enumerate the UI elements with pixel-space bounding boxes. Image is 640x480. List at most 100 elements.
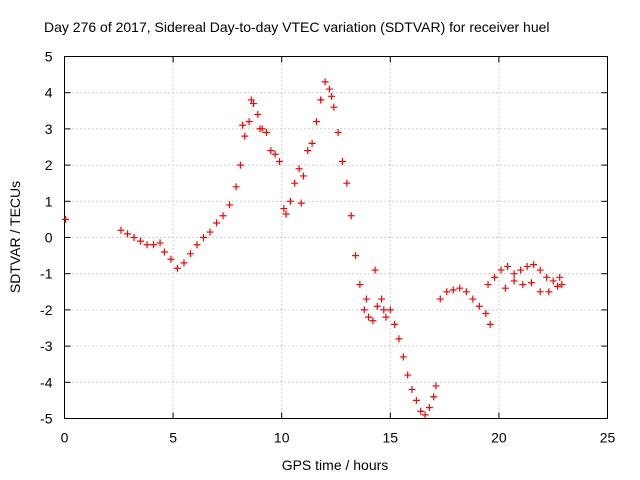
data-point (523, 262, 531, 270)
data-point (360, 306, 368, 314)
data-point (254, 110, 262, 118)
data-point (482, 310, 490, 318)
data-point (280, 205, 288, 213)
data-point (241, 132, 249, 140)
x-axis-label: GPS time / hours (282, 457, 389, 473)
data-point (226, 201, 234, 209)
y-tick-label: -4 (40, 374, 53, 390)
y-tick-label: -1 (40, 266, 53, 282)
data-point (304, 147, 312, 155)
data-point (462, 288, 470, 296)
data-point (475, 302, 483, 310)
data-point (143, 241, 151, 249)
data-point (262, 129, 270, 137)
data-point (408, 386, 416, 394)
data-point (219, 212, 227, 220)
data-point (497, 266, 505, 274)
x-tick-label: 5 (169, 430, 177, 446)
y-tick-label: -3 (40, 338, 53, 354)
data-point (156, 239, 164, 247)
data-point (352, 252, 360, 260)
data-point (417, 407, 425, 415)
data-point (484, 281, 492, 289)
data-point (117, 226, 125, 234)
data-point (517, 266, 525, 274)
data-point (510, 277, 518, 285)
data-point (286, 197, 294, 205)
data-point (299, 172, 307, 180)
data-point (239, 121, 247, 129)
data-point (486, 320, 494, 328)
data-point (130, 234, 138, 241)
plot-frame (64, 56, 608, 419)
data-point (308, 139, 316, 147)
y-tick-label: 1 (45, 193, 53, 209)
data-point (469, 295, 477, 303)
data-point (247, 96, 255, 104)
y-tick-label: 0 (45, 230, 53, 246)
data-point (312, 118, 320, 126)
data-point (443, 288, 451, 296)
data-point (432, 382, 440, 390)
data-point (193, 241, 201, 249)
data-point (382, 313, 390, 321)
x-tick-label: 0 (61, 430, 69, 446)
data-point (291, 179, 299, 187)
data-point (436, 295, 444, 303)
data-point (380, 306, 388, 314)
data-point (271, 150, 279, 158)
data-point (491, 273, 499, 281)
y-axis-label: SDTVAR / TECUs (7, 181, 23, 293)
data-point (186, 250, 194, 258)
data-point (267, 147, 275, 155)
data-point (200, 234, 208, 241)
data-point (276, 157, 284, 165)
data-point (425, 404, 433, 412)
data-point (378, 295, 386, 303)
data-point (245, 118, 253, 126)
y-tick-label: -5 (40, 411, 53, 427)
data-point (399, 353, 407, 361)
data-point (404, 371, 412, 379)
x-tick-label: 25 (600, 430, 616, 446)
data-point (549, 277, 557, 285)
data-point (334, 129, 342, 137)
data-point (558, 281, 566, 289)
data-point (395, 335, 403, 343)
data-point (282, 210, 290, 218)
data-point (371, 266, 379, 274)
data-point (386, 306, 394, 314)
y-tick-label: -2 (40, 302, 53, 318)
y-tick-label: 4 (45, 85, 53, 101)
y-tick-label: 5 (45, 49, 53, 65)
data-point (391, 320, 399, 328)
data-point (430, 393, 438, 401)
x-tick-label: 10 (274, 430, 290, 446)
data-point (330, 103, 338, 111)
data-point (510, 270, 518, 278)
data-point (206, 228, 214, 236)
axes: 0 5 10 15 20 25 -5 -4 -3 -2 -1 0 1 2 3 4 5 (40, 49, 615, 446)
data-point (530, 261, 538, 269)
data-point (167, 255, 175, 263)
data-point (173, 264, 181, 272)
data-point (339, 157, 347, 165)
data-point (543, 273, 551, 281)
data-point (150, 241, 158, 249)
data-point (536, 288, 544, 296)
data-point (365, 313, 373, 321)
data-point (501, 284, 509, 292)
x-tick-label: 20 (491, 430, 507, 446)
data-point (297, 199, 305, 207)
data-point (504, 262, 512, 270)
data-point (369, 317, 377, 325)
data-point (249, 100, 257, 108)
data-point (556, 273, 564, 281)
data-point (321, 78, 329, 86)
data-point (213, 219, 221, 227)
data-point (328, 92, 336, 100)
data-point (295, 165, 303, 173)
data-point (356, 281, 364, 289)
data-point (527, 279, 535, 287)
